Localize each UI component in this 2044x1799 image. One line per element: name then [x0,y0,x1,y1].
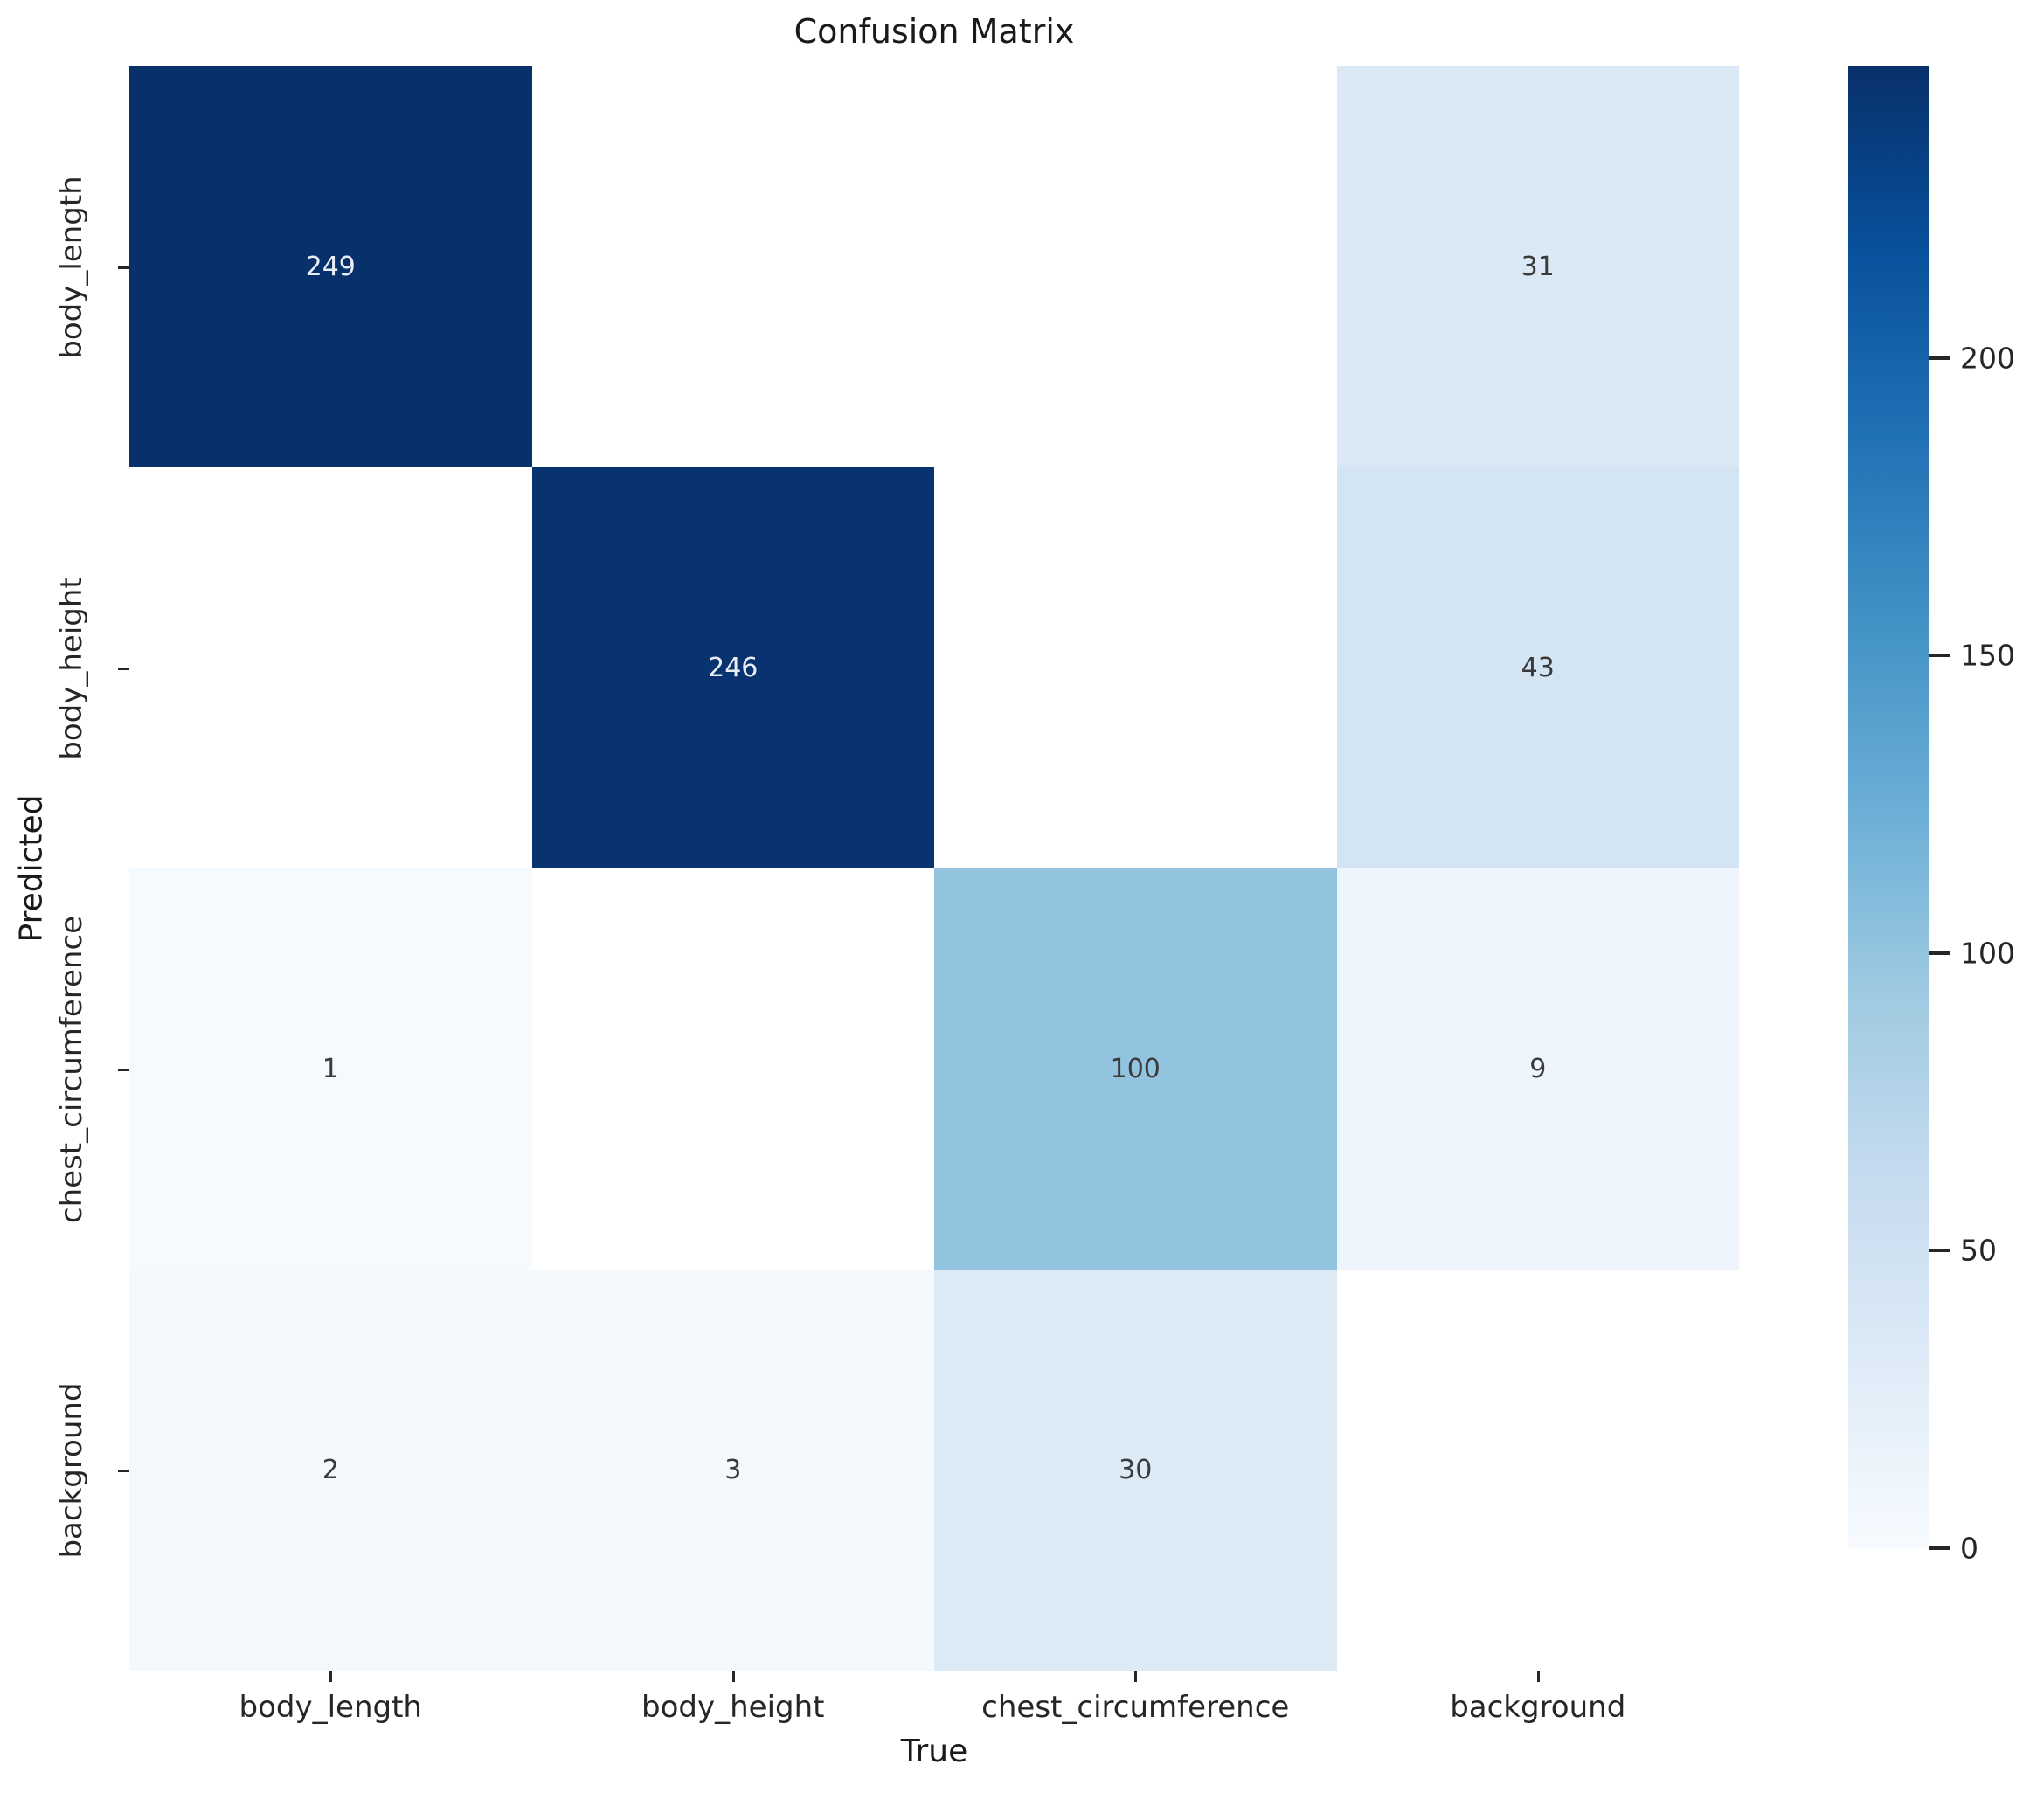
colorbar-tick-label: 200 [1960,341,2015,376]
colorbar-tick-mark [1929,1249,1950,1253]
heatmap-cell [531,868,934,1270]
x-axis-tick-mark [1536,1671,1540,1682]
colorbar-tick-mark [1929,951,1950,955]
cell-value-label: 2 [322,1455,339,1485]
heatmap-cell: 1 [129,868,532,1270]
heatmap-cell: 31 [1336,66,1739,467]
heatmap-cell [531,66,934,467]
colorbar-tick-label: 0 [1960,1531,1978,1566]
colorbar-tick-mark [1929,1546,1950,1550]
heatmap-cell [1336,1270,1739,1671]
heatmap-cell: 30 [934,1270,1337,1671]
y-axis-label: Predicted [13,794,50,943]
x-axis-tick-mark [1134,1671,1138,1682]
cell-value-label: 249 [305,252,356,282]
heatmap-grid: 249 31 246 43 1 100 9 2 3 30 [129,66,1739,1671]
x-tick-label: body_length [239,1690,422,1725]
cell-value-label: 1 [322,1054,339,1084]
colorbar-tick-label: 100 [1960,936,2015,971]
heatmap-cell: 3 [531,1270,934,1671]
y-tick-label: chest_circumference [54,915,89,1223]
x-tick-label: chest_circumference [981,1690,1290,1725]
y-tick-label: body_height [54,576,89,760]
cell-value-label: 31 [1521,252,1555,282]
heatmap-cell [129,467,532,868]
cell-value-label: 100 [1110,1054,1161,1084]
heatmap-cell: 249 [129,66,532,467]
cell-value-label: 30 [1119,1455,1153,1485]
chart-title: Confusion Matrix [793,12,1075,51]
colorbar-gradient [1848,66,1929,1548]
cell-value-label: 246 [708,653,759,683]
y-tick-label: background [54,1381,89,1559]
heatmap-cell: 2 [129,1270,532,1671]
x-axis-tick-mark [731,1671,735,1682]
colorbar-tick-label: 150 [1960,638,2015,673]
cell-value-label: 43 [1521,653,1555,683]
colorbar-tick-label: 50 [1960,1233,1997,1268]
cell-value-label: 9 [1529,1054,1547,1084]
heatmap-cell: 43 [1336,467,1739,868]
x-axis-tick-mark [329,1671,333,1682]
y-axis-tick-mark [118,1469,129,1472]
y-axis-tick-mark [118,266,129,269]
heatmap-cell [934,66,1337,467]
heatmap-cell: 246 [531,467,934,868]
y-tick-label: body_length [54,175,89,359]
heatmap-cell: 100 [934,868,1337,1270]
colorbar-tick-mark [1929,654,1950,658]
y-axis-tick-mark [118,1068,129,1071]
x-tick-label: background [1450,1690,1626,1725]
colorbar-tick-mark [1929,356,1950,360]
heatmap-cell [934,467,1337,868]
x-axis-label: True [900,1733,968,1769]
x-tick-label: body_height [641,1690,825,1725]
heatmap-cell: 9 [1336,868,1739,1270]
y-axis-tick-mark [118,667,129,670]
cell-value-label: 3 [724,1455,742,1485]
